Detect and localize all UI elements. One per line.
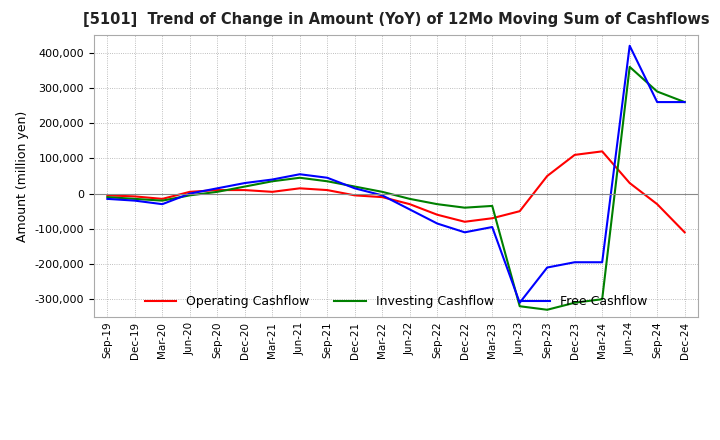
Investing Cashflow — [158, 198, 166, 203]
Operating Cashflow — [460, 219, 469, 224]
Free Cashflow — [158, 202, 166, 207]
Operating Cashflow — [378, 194, 387, 200]
Investing Cashflow — [680, 99, 689, 105]
Free Cashflow — [433, 221, 441, 226]
Free Cashflow — [103, 196, 112, 202]
Investing Cashflow — [323, 179, 332, 184]
Free Cashflow — [323, 175, 332, 180]
Free Cashflow — [351, 186, 359, 191]
Investing Cashflow — [405, 196, 414, 202]
Operating Cashflow — [626, 180, 634, 186]
Operating Cashflow — [543, 173, 552, 179]
Free Cashflow — [543, 265, 552, 270]
Investing Cashflow — [351, 184, 359, 189]
Operating Cashflow — [351, 193, 359, 198]
Investing Cashflow — [543, 307, 552, 312]
Free Cashflow — [516, 300, 524, 305]
Investing Cashflow — [130, 196, 139, 202]
Operating Cashflow — [680, 230, 689, 235]
Investing Cashflow — [626, 64, 634, 70]
Operating Cashflow — [295, 186, 304, 191]
Operating Cashflow — [158, 196, 166, 202]
Operating Cashflow — [488, 216, 497, 221]
Investing Cashflow — [213, 189, 222, 194]
Operating Cashflow — [103, 193, 112, 198]
Line: Free Cashflow: Free Cashflow — [107, 46, 685, 303]
Free Cashflow — [680, 99, 689, 105]
Investing Cashflow — [598, 297, 606, 302]
Operating Cashflow — [516, 209, 524, 214]
Free Cashflow — [653, 99, 662, 105]
Investing Cashflow — [516, 304, 524, 309]
Free Cashflow — [295, 172, 304, 177]
Free Cashflow — [598, 260, 606, 265]
Free Cashflow — [213, 186, 222, 191]
Operating Cashflow — [186, 189, 194, 194]
Free Cashflow — [488, 224, 497, 230]
Operating Cashflow — [570, 152, 579, 158]
Operating Cashflow — [213, 187, 222, 193]
Free Cashflow — [186, 191, 194, 196]
Operating Cashflow — [598, 149, 606, 154]
Investing Cashflow — [186, 193, 194, 198]
Free Cashflow — [460, 230, 469, 235]
Operating Cashflow — [130, 194, 139, 199]
Y-axis label: Amount (million yen): Amount (million yen) — [16, 110, 29, 242]
Operating Cashflow — [653, 202, 662, 207]
Free Cashflow — [378, 193, 387, 198]
Legend: Operating Cashflow, Investing Cashflow, Free Cashflow: Operating Cashflow, Investing Cashflow, … — [140, 290, 652, 313]
Investing Cashflow — [103, 194, 112, 200]
Free Cashflow — [405, 207, 414, 212]
Operating Cashflow — [323, 187, 332, 193]
Operating Cashflow — [240, 187, 249, 193]
Investing Cashflow — [488, 203, 497, 209]
Free Cashflow — [130, 198, 139, 203]
Investing Cashflow — [433, 202, 441, 207]
Investing Cashflow — [240, 184, 249, 189]
Free Cashflow — [268, 177, 276, 182]
Line: Investing Cashflow: Investing Cashflow — [107, 67, 685, 310]
Operating Cashflow — [405, 202, 414, 207]
Operating Cashflow — [268, 189, 276, 194]
Free Cashflow — [570, 260, 579, 265]
Investing Cashflow — [460, 205, 469, 210]
Investing Cashflow — [268, 179, 276, 184]
Investing Cashflow — [378, 189, 387, 194]
Free Cashflow — [626, 43, 634, 48]
Title: [5101]  Trend of Change in Amount (YoY) of 12Mo Moving Sum of Cashflows: [5101] Trend of Change in Amount (YoY) o… — [83, 12, 709, 27]
Investing Cashflow — [295, 175, 304, 180]
Free Cashflow — [240, 180, 249, 186]
Investing Cashflow — [570, 300, 579, 305]
Line: Operating Cashflow: Operating Cashflow — [107, 151, 685, 232]
Operating Cashflow — [433, 212, 441, 217]
Investing Cashflow — [653, 89, 662, 94]
